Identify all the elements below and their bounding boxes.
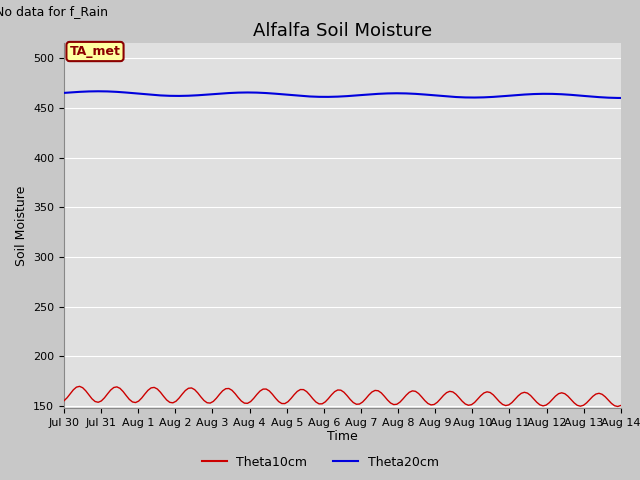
Y-axis label: Soil Moisture: Soil Moisture [15,185,28,266]
X-axis label: Time: Time [327,431,358,444]
Text: TA_met: TA_met [70,45,120,58]
Text: No data for f_Rain: No data for f_Rain [0,5,108,18]
Legend: Theta10cm, Theta20cm: Theta10cm, Theta20cm [196,451,444,474]
Title: Alfalfa Soil Moisture: Alfalfa Soil Moisture [253,22,432,40]
